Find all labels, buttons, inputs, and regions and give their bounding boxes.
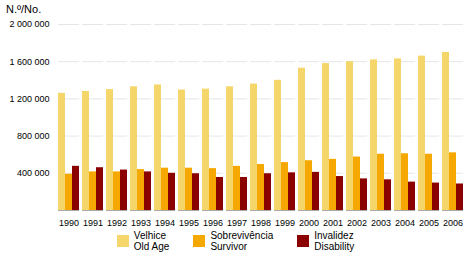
svg-text:1991: 1991 — [83, 218, 103, 228]
svg-text:1994: 1994 — [155, 218, 175, 228]
html-text:Velhice Old Age: Velhice Old Age — [133, 230, 170, 252]
svg-text:1998: 1998 — [251, 218, 271, 228]
svg-text:1990: 1990 — [59, 218, 79, 228]
svg-text:1 200 000: 1 200 000 — [9, 94, 49, 104]
svg-text:1996: 1996 — [203, 218, 223, 228]
html-text:Sobrevivência Survivor: Sobrevivência Survivor — [210, 230, 274, 252]
html-text:Invalidez Disability: Invalidez Disability — [314, 230, 355, 252]
svg-text:1997: 1997 — [227, 218, 247, 228]
svg-text:2 000 000: 2 000 000 — [9, 19, 49, 29]
svg-text:1993: 1993 — [131, 218, 151, 228]
svg-text:2002: 2002 — [347, 218, 367, 228]
svg-text:1 600 000: 1 600 000 — [9, 57, 49, 67]
svg-text:2004: 2004 — [395, 218, 415, 228]
html-text:N.º/No.: N.º/No. — [6, 3, 42, 15]
svg-text:1992: 1992 — [107, 218, 127, 228]
svg-text:1995: 1995 — [179, 218, 199, 228]
svg-text:2005: 2005 — [419, 218, 439, 228]
svg-text:2003: 2003 — [371, 218, 391, 228]
svg-text:2001: 2001 — [323, 218, 343, 228]
svg-text:800 000: 800 000 — [17, 131, 50, 141]
svg-text:1999: 1999 — [275, 218, 295, 228]
svg-text:400 000: 400 000 — [17, 168, 50, 178]
svg-text:2000: 2000 — [299, 218, 319, 228]
svg-text:2006: 2006 — [443, 218, 463, 228]
